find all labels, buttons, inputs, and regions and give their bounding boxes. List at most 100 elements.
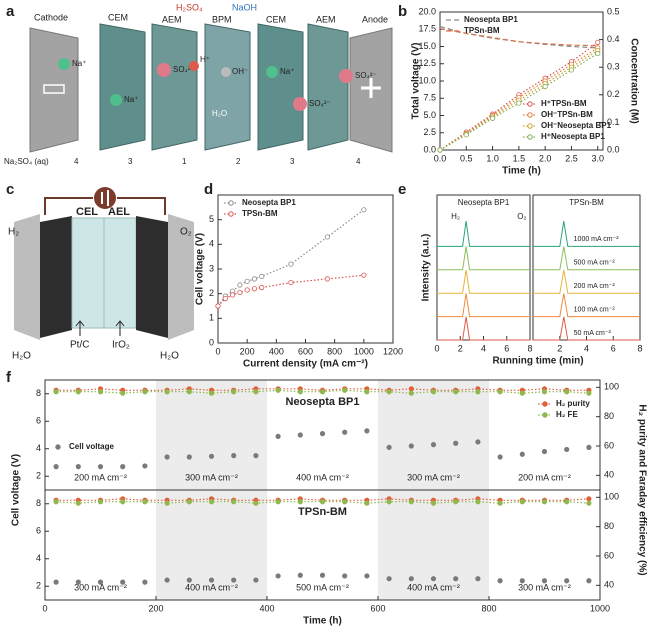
series-line [533, 293, 640, 318]
data-point [97, 464, 104, 470]
data-point [542, 83, 548, 90]
label: Anode [362, 14, 388, 24]
y2-tick-label: 100 [604, 492, 619, 502]
plot-frame [44, 489, 601, 601]
data-point [342, 429, 348, 435]
data-point [364, 573, 370, 579]
x-tick-label: 3.0 [591, 153, 604, 163]
panel-label: b [398, 3, 407, 20]
legend-label: TPSn-BM [464, 26, 500, 35]
legend-label: H⁺Neosepta BP1 [541, 132, 605, 141]
legend-marker [228, 211, 234, 217]
legend-marker [527, 101, 533, 107]
series-line [533, 221, 640, 247]
data-point [164, 389, 170, 395]
x-tick-label: 600 [370, 603, 385, 613]
data-point [430, 576, 437, 582]
compartment-number: 3 [128, 157, 133, 166]
compartment-number: 3 [290, 157, 295, 166]
data-point [519, 499, 525, 505]
data-point [586, 444, 592, 450]
x-tick-label: 800 [481, 603, 496, 613]
trace-label: 100 mA cm⁻² [574, 306, 616, 313]
diagram-c: CEL AEL H₂ O₂ Pt/C IrO₂ H₂O H₂O [8, 187, 194, 362]
panel-label: f [6, 369, 12, 386]
series-line [533, 269, 640, 294]
label: CEM [108, 12, 128, 22]
data-point [595, 50, 601, 57]
data-point [244, 278, 250, 284]
x-tick-label: 800 [327, 346, 342, 356]
legend-label: OH⁻Neosepta BP1 [541, 121, 612, 130]
data-point [342, 573, 348, 579]
data-point [541, 448, 548, 455]
series-line [533, 246, 640, 271]
data-point [164, 454, 170, 460]
x-tick-label: 0.5 [460, 153, 473, 163]
data-point [75, 500, 81, 506]
label: Pt/C [70, 340, 89, 351]
data-point [237, 282, 243, 288]
annotation: H₂ [451, 212, 460, 221]
data-point [53, 389, 59, 395]
data-point [430, 500, 437, 506]
data-point [164, 500, 170, 506]
y-tick-label: 5 [209, 214, 214, 224]
legend-marker [228, 200, 234, 206]
data-point [208, 390, 215, 396]
segment-shade [378, 490, 489, 600]
label: H₂O [212, 109, 227, 118]
data-point [497, 389, 503, 395]
ion-label: Na⁺ [72, 59, 86, 68]
data-point [453, 576, 459, 582]
data-point [541, 578, 548, 584]
x-tick-label: 1000 [590, 603, 610, 613]
chart-title: Neosepta BP1 [458, 198, 510, 207]
data-point [275, 433, 281, 439]
data-point [408, 499, 414, 505]
data-point [568, 67, 575, 73]
y-tick-label: 8 [36, 388, 41, 398]
data-point [297, 432, 303, 438]
ion-label: SO₄²⁻ [309, 99, 331, 108]
ion [221, 67, 231, 77]
series-line [437, 293, 530, 318]
data-point [275, 499, 281, 505]
y2-tick-label: 60 [604, 440, 614, 450]
data-point [229, 292, 236, 298]
x-axis-label: Time (h) [502, 166, 541, 177]
y2-tick-label: 40 [604, 470, 614, 480]
ion-label: SO₄²⁻ [173, 65, 195, 74]
x-tick-label: 0 [42, 603, 47, 613]
data-point [244, 287, 250, 293]
x-axis-label: Running time (min) [492, 356, 583, 367]
data-point [97, 499, 104, 505]
data-point [288, 279, 294, 286]
x-tick-label: 200 [240, 346, 255, 356]
x-tick-label: 400 [269, 346, 284, 356]
data-point [186, 577, 192, 583]
end-plate [14, 214, 40, 340]
chart-title: TPSn-BM [569, 198, 604, 207]
ion-label: Na⁺ [124, 95, 138, 104]
x-tick-label: 600 [298, 346, 313, 356]
data-point [259, 273, 265, 279]
data-point [142, 463, 148, 469]
panel-label: c [6, 181, 14, 198]
ion-label: SO₄²⁻ [355, 71, 377, 80]
segment-label: 400 mA cm⁻² [296, 472, 349, 482]
data-point [53, 499, 59, 505]
data-point [475, 439, 481, 445]
power-symbol [101, 190, 109, 206]
legend-marker [542, 412, 548, 418]
segment-label: 500 mA cm⁻² [296, 582, 349, 592]
membrane [151, 23, 198, 151]
y2-tick-label: 0.2 [607, 89, 620, 99]
data-point [386, 389, 392, 395]
data-point [364, 389, 370, 395]
x-tick-label: 2 [557, 343, 562, 353]
data-point [453, 499, 459, 505]
data-point [231, 453, 237, 459]
